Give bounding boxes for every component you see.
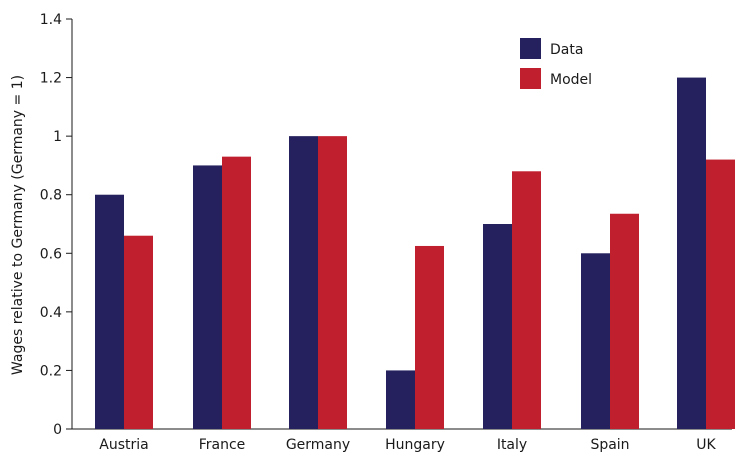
bar-data-spain	[581, 253, 610, 429]
bar-model-france	[222, 156, 251, 429]
bar-data-france	[193, 165, 222, 429]
y-tick-label: 0.6	[40, 246, 62, 262]
x-tick-labels: Austria France Germany Hungary Italy Spain UK	[99, 437, 716, 453]
legend-label-model: Model	[550, 72, 592, 88]
bars	[95, 77, 735, 430]
x-tick-label: UK	[696, 437, 716, 453]
y-tick-label: 1	[53, 129, 62, 145]
x-tick-label: Germany	[286, 437, 350, 453]
legend-swatch-data	[520, 38, 541, 59]
y-ticks: 0 0.2 0.4 0.6 0.8 1 1.2 1.4	[40, 12, 72, 438]
legend-label-data: Data	[550, 42, 583, 58]
bar-data-italy	[483, 224, 512, 429]
bar-data-uk	[677, 77, 706, 430]
bar-data-austria	[95, 194, 124, 429]
x-tick-label: Italy	[497, 437, 527, 453]
x-tick-label: France	[199, 437, 246, 453]
bar-model-hungary	[415, 245, 444, 429]
y-axis-title: Wages relative to Germany (Germany = 1)	[10, 75, 26, 375]
bar-data-hungary	[386, 370, 415, 429]
y-tick-label: 0.2	[40, 363, 62, 379]
bar-model-italy	[512, 171, 541, 430]
x-tick-label: Austria	[99, 437, 148, 453]
legend: Data Model	[520, 38, 592, 89]
bar-model-germany	[318, 136, 347, 429]
bar-model-austria	[124, 235, 153, 429]
bar-model-spain	[610, 213, 639, 429]
y-tick-label: 0	[53, 422, 62, 438]
y-tick-label: 0.8	[40, 188, 62, 204]
y-tick-label: 0.4	[40, 305, 62, 321]
x-tick-label: Spain	[590, 437, 629, 453]
y-tick-label: 1.4	[40, 12, 62, 28]
legend-swatch-model	[520, 68, 541, 89]
bar-model-uk	[706, 159, 735, 430]
x-tick-label: Hungary	[385, 437, 445, 453]
bar-data-germany	[289, 136, 318, 429]
y-axis-title-group: Wages relative to Germany (Germany = 1)	[10, 75, 26, 375]
y-tick-label: 1.2	[40, 71, 62, 87]
